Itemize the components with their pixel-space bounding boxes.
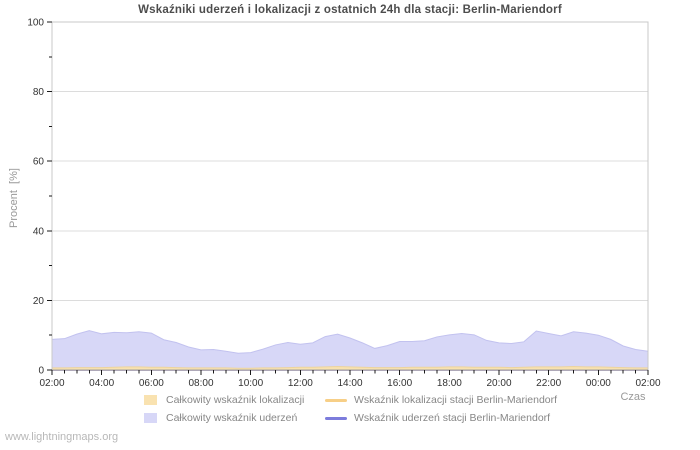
- svg-text:06:00: 06:00: [139, 378, 164, 389]
- legend-item-total-locations: Całkowity wskaźnik lokalizacji: [144, 393, 304, 407]
- y-tick-labels: 0 20 40 60 80 100: [27, 18, 44, 377]
- legend-item-label: Całkowity wskaźnik lokalizacji: [166, 394, 305, 406]
- svg-text:60: 60: [33, 157, 45, 168]
- svg-text:22:00: 22:00: [536, 378, 561, 389]
- legend-item-label: Wskaźnik uderzeń stacji Berlin-Mariendor…: [354, 412, 551, 424]
- svg-text:0: 0: [38, 366, 44, 377]
- y-axis-label: Procent [%]: [8, 168, 20, 228]
- series-total-locations-area: [52, 366, 648, 370]
- chart-title: Wskaźniki uderzeń i lokalizacji z ostatn…: [138, 4, 562, 16]
- svg-text:14:00: 14:00: [337, 378, 362, 389]
- svg-text:02:00: 02:00: [39, 378, 64, 389]
- svg-text:18:00: 18:00: [437, 378, 462, 389]
- svg-text:10:00: 10:00: [238, 378, 263, 389]
- svg-text:80: 80: [33, 87, 45, 98]
- svg-text:02:00: 02:00: [635, 378, 660, 389]
- svg-text:00:00: 00:00: [586, 378, 611, 389]
- svg-text:08:00: 08:00: [188, 378, 213, 389]
- area-swatch-icon: [144, 395, 157, 405]
- svg-text:100: 100: [27, 18, 44, 29]
- x-tick-labels: 02:00 04:00 06:00 08:00 10:00 12:00 14:00 16:00…: [39, 378, 660, 389]
- y-ticks: [47, 21, 52, 371]
- plot-frame: [51, 21, 649, 371]
- x-axis-label: Czas: [620, 391, 646, 403]
- legend-item-station-strikes: Wskaźnik uderzeń stacji Berlin-Mariendor…: [325, 411, 550, 425]
- svg-text:04:00: 04:00: [89, 378, 114, 389]
- line-swatch-icon: [325, 398, 347, 402]
- svg-text:16:00: 16:00: [387, 378, 412, 389]
- series-total-strikes-area: [51, 330, 649, 370]
- legend-item-total-strikes: Całkowity wskaźnik uderzeń: [144, 411, 297, 425]
- svg-text:20:00: 20:00: [486, 378, 511, 389]
- x-ticks: [51, 370, 649, 375]
- watermark-link[interactable]: www.lightningmaps.org: [5, 431, 119, 443]
- y-gridlines: [52, 91, 648, 301]
- svg-text:20: 20: [33, 296, 45, 307]
- line-swatch-icon: [325, 416, 347, 420]
- legend-item-label: Całkowity wskaźnik uderzeń: [166, 412, 298, 424]
- legend-item-station-locations: Wskaźnik lokalizacji stacji Berlin-Marie…: [325, 393, 557, 407]
- area-swatch-icon: [144, 413, 157, 423]
- svg-text:12:00: 12:00: [288, 378, 313, 389]
- legend-item-label: Wskaźnik lokalizacji stacji Berlin-Marie…: [354, 394, 558, 406]
- svg-text:40: 40: [33, 226, 45, 237]
